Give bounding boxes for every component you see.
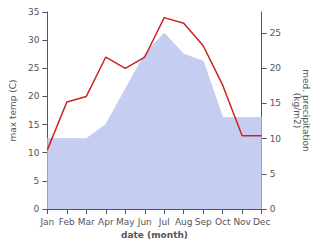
svg-text:Dec: Dec bbox=[253, 217, 270, 227]
svg-text:20: 20 bbox=[270, 63, 282, 73]
svg-text:20: 20 bbox=[28, 91, 40, 101]
svg-text:Jul: Jul bbox=[158, 217, 170, 227]
svg-text:(kg/m2): (kg/m2) bbox=[292, 93, 302, 128]
svg-text:0: 0 bbox=[270, 204, 276, 214]
svg-text:Jun: Jun bbox=[137, 217, 152, 227]
svg-text:10: 10 bbox=[28, 148, 40, 158]
svg-text:Apr: Apr bbox=[98, 217, 114, 227]
svg-text:25: 25 bbox=[28, 63, 39, 73]
svg-text:30: 30 bbox=[28, 35, 40, 45]
svg-text:Feb: Feb bbox=[59, 217, 75, 227]
svg-text:date (month): date (month) bbox=[121, 230, 188, 240]
svg-text:35: 35 bbox=[28, 7, 39, 17]
svg-text:May: May bbox=[116, 217, 135, 227]
svg-text:10: 10 bbox=[270, 134, 282, 144]
svg-text:max temp (C): max temp (C) bbox=[8, 79, 18, 141]
svg-text:Mar: Mar bbox=[78, 217, 95, 227]
svg-text:Sep: Sep bbox=[195, 217, 212, 227]
svg-text:5: 5 bbox=[270, 169, 276, 179]
svg-text:Oct: Oct bbox=[215, 217, 231, 227]
svg-text:Aug: Aug bbox=[175, 217, 193, 227]
svg-text:med. precipitation: med. precipitation bbox=[300, 69, 311, 152]
svg-text:5: 5 bbox=[34, 176, 40, 186]
svg-text:25: 25 bbox=[270, 28, 281, 38]
svg-text:0: 0 bbox=[34, 204, 40, 214]
svg-text:Jan: Jan bbox=[39, 217, 54, 227]
svg-text:15: 15 bbox=[270, 98, 281, 108]
svg-text:Nov: Nov bbox=[233, 217, 251, 227]
svg-text:15: 15 bbox=[28, 120, 39, 130]
